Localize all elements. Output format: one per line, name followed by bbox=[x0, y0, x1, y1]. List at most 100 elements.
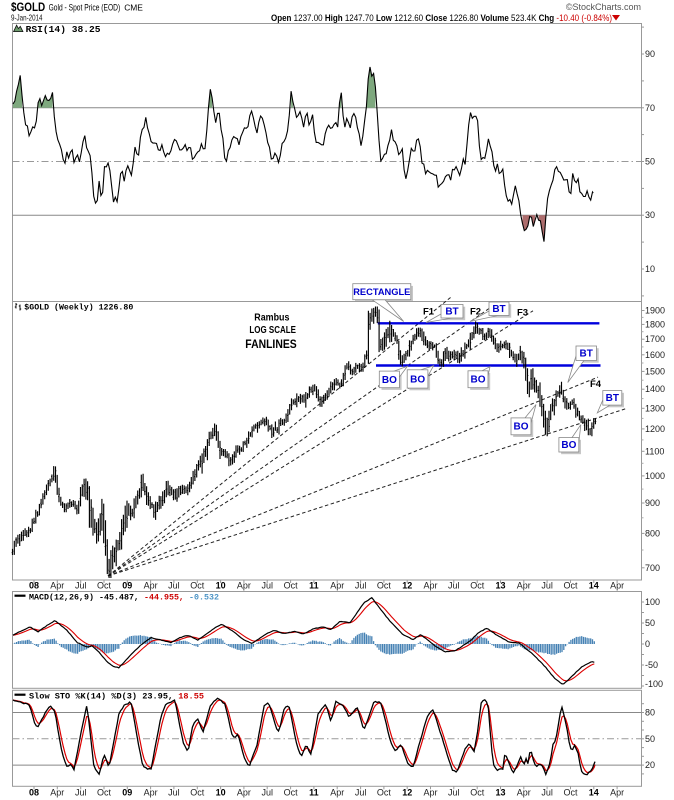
svg-text:0: 0 bbox=[645, 639, 650, 649]
svg-text:Apr: Apr bbox=[610, 788, 624, 798]
svg-text:Oct: Oct bbox=[284, 581, 299, 591]
svg-text:Jul: Jul bbox=[541, 581, 553, 591]
svg-text:12: 12 bbox=[402, 581, 412, 591]
svg-text:10: 10 bbox=[216, 788, 226, 798]
svg-text:700: 700 bbox=[645, 563, 660, 573]
svg-text:1100: 1100 bbox=[645, 446, 664, 456]
svg-text:F4: F4 bbox=[590, 379, 602, 390]
svg-text:1300: 1300 bbox=[645, 403, 665, 413]
svg-text:Apr: Apr bbox=[517, 788, 531, 798]
svg-text:F1: F1 bbox=[423, 306, 435, 317]
svg-text:Jul: Jul bbox=[168, 788, 180, 798]
svg-text:BT: BT bbox=[606, 393, 619, 404]
svg-text:30: 30 bbox=[645, 210, 655, 220]
svg-text:Oct: Oct bbox=[563, 581, 578, 591]
svg-text:Rambus: Rambus bbox=[254, 313, 289, 324]
svg-text:Oct: Oct bbox=[377, 581, 392, 591]
svg-text:Oct: Oct bbox=[470, 788, 485, 798]
svg-text:FANLINES: FANLINES bbox=[245, 339, 297, 351]
svg-text:BT: BT bbox=[492, 304, 505, 315]
svg-text:Gold - Spot Price (EOD): Gold - Spot Price (EOD) bbox=[49, 3, 121, 14]
svg-text:08: 08 bbox=[29, 788, 39, 798]
svg-text:11: 11 bbox=[309, 788, 319, 798]
svg-text:Slow STO %K(14) %D(3) 23.95, 1: Slow STO %K(14) %D(3) 23.95, 18.55 bbox=[29, 691, 204, 701]
svg-text:10: 10 bbox=[216, 581, 226, 591]
svg-text:70: 70 bbox=[645, 103, 655, 113]
svg-text:Oct: Oct bbox=[97, 788, 112, 798]
svg-text:Oct: Oct bbox=[377, 788, 392, 798]
svg-text:Jul: Jul bbox=[75, 788, 87, 798]
svg-text:Apr: Apr bbox=[330, 581, 344, 591]
svg-text:11: 11 bbox=[309, 581, 319, 591]
svg-text:$GOLD (Weekly) 1226.80: $GOLD (Weekly) 1226.80 bbox=[24, 302, 133, 312]
svg-text:900: 900 bbox=[645, 498, 660, 508]
svg-text:Jul: Jul bbox=[168, 581, 180, 591]
svg-text:Open 1237.00 High 1247.70 Low: Open 1237.00 High 1247.70 Low 1212.60 Cl… bbox=[271, 13, 612, 23]
svg-text:80: 80 bbox=[645, 708, 655, 718]
svg-text:100: 100 bbox=[645, 597, 660, 607]
svg-text:08: 08 bbox=[29, 581, 39, 591]
svg-text:1900: 1900 bbox=[645, 306, 665, 316]
svg-text:Apr: Apr bbox=[50, 581, 64, 591]
svg-text:1700: 1700 bbox=[645, 334, 665, 344]
svg-text:Apr: Apr bbox=[330, 788, 344, 798]
svg-text:1500: 1500 bbox=[645, 366, 665, 376]
svg-text:800: 800 bbox=[645, 528, 660, 538]
svg-text:1000: 1000 bbox=[645, 471, 665, 481]
svg-text:Apr: Apr bbox=[237, 788, 251, 798]
svg-text:MACD(12,26,9) -45.487, -44.955: MACD(12,26,9) -45.487, -44.955, -0.532 bbox=[29, 592, 219, 602]
svg-text:RECTANGLE: RECTANGLE bbox=[353, 287, 410, 297]
svg-text:BO: BO bbox=[561, 440, 576, 451]
svg-text:Jul: Jul bbox=[355, 581, 367, 591]
svg-text:Apr: Apr bbox=[144, 788, 158, 798]
svg-text:BO: BO bbox=[382, 375, 397, 386]
svg-text:LOG SCALE: LOG SCALE bbox=[249, 325, 296, 336]
svg-text:Apr: Apr bbox=[50, 788, 64, 798]
svg-text:BO: BO bbox=[514, 422, 529, 433]
svg-text:BO: BO bbox=[471, 375, 486, 386]
svg-text:Apr: Apr bbox=[610, 581, 624, 591]
svg-text:1400: 1400 bbox=[645, 384, 665, 394]
svg-text:20: 20 bbox=[645, 760, 655, 770]
svg-text:Jul: Jul bbox=[261, 581, 273, 591]
svg-text:50: 50 bbox=[645, 618, 655, 628]
svg-text:13: 13 bbox=[495, 581, 505, 591]
svg-text:Oct: Oct bbox=[284, 788, 299, 798]
svg-text:Jul: Jul bbox=[541, 788, 553, 798]
svg-text:BO: BO bbox=[410, 374, 425, 385]
svg-text:-100: -100 bbox=[645, 679, 663, 689]
svg-text:09: 09 bbox=[122, 788, 132, 798]
svg-text:Oct: Oct bbox=[97, 581, 112, 591]
svg-text:RSI(14) 38.25: RSI(14) 38.25 bbox=[26, 24, 101, 35]
svg-text:©StockCharts.com: ©StockCharts.com bbox=[566, 2, 641, 12]
svg-text:14: 14 bbox=[589, 788, 599, 798]
svg-text:Oct: Oct bbox=[190, 788, 205, 798]
svg-text:1200: 1200 bbox=[645, 424, 665, 434]
svg-text:12: 12 bbox=[402, 788, 412, 798]
svg-text:Jul: Jul bbox=[75, 581, 87, 591]
svg-text:Apr: Apr bbox=[237, 581, 251, 591]
svg-text:Oct: Oct bbox=[190, 581, 205, 591]
svg-text:CME: CME bbox=[124, 3, 143, 13]
svg-text:Apr: Apr bbox=[144, 581, 158, 591]
svg-text:$GOLD: $GOLD bbox=[11, 0, 45, 14]
svg-text:90: 90 bbox=[645, 49, 655, 59]
svg-text:Apr: Apr bbox=[517, 581, 531, 591]
svg-text:Jul: Jul bbox=[448, 581, 460, 591]
svg-text:BT: BT bbox=[580, 349, 593, 360]
svg-text:Jul: Jul bbox=[261, 788, 273, 798]
svg-text:10: 10 bbox=[645, 264, 655, 274]
svg-text:1800: 1800 bbox=[645, 319, 665, 329]
svg-text:50: 50 bbox=[645, 734, 655, 744]
svg-text:Oct: Oct bbox=[563, 788, 578, 798]
svg-text:1600: 1600 bbox=[645, 350, 665, 360]
svg-text:13: 13 bbox=[495, 788, 505, 798]
svg-text:Jul: Jul bbox=[448, 788, 460, 798]
svg-text:F3: F3 bbox=[517, 308, 528, 319]
svg-text:BT: BT bbox=[445, 307, 458, 318]
svg-text:F2: F2 bbox=[470, 307, 481, 318]
svg-text:Apr: Apr bbox=[423, 581, 437, 591]
svg-text:50: 50 bbox=[645, 157, 655, 167]
svg-text:9-Jan-2014: 9-Jan-2014 bbox=[11, 12, 43, 22]
svg-text:Oct: Oct bbox=[470, 581, 485, 591]
